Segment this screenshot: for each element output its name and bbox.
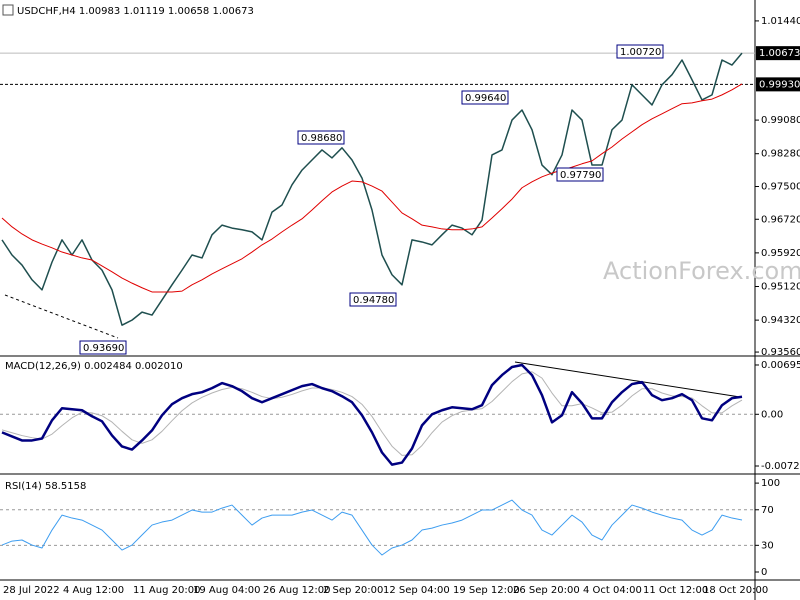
y-tick-label: 0.94320 xyxy=(761,315,800,326)
x-tick-label: 28 Jul 2022 xyxy=(3,585,60,596)
y-tick-label: 100 xyxy=(761,478,780,489)
y-tick-label: 0.96720 xyxy=(761,214,800,225)
x-tick-label: 11 Aug 20:00 xyxy=(133,585,200,596)
x-tick-label: 19 Aug 04:00 xyxy=(193,585,260,596)
series-line xyxy=(1,83,743,293)
y-tick-label: -0.007294 xyxy=(761,461,800,472)
y-tick-label: 0.95120 xyxy=(761,282,800,293)
x-tick-label: 18 Oct 20:00 xyxy=(703,585,768,596)
annotation-box xyxy=(79,340,127,355)
annotation: 0.98680 xyxy=(301,133,342,144)
annotation-box xyxy=(349,292,397,307)
watermark: ActionForex.com xyxy=(603,257,800,285)
series-line xyxy=(1,363,743,466)
x-tick-label: 4 Aug 12:00 xyxy=(63,585,124,596)
price-label-box xyxy=(756,77,800,92)
x-tick-label: 4 Oct 04:00 xyxy=(583,585,642,596)
x-tick-label: 26 Aug 12:00 xyxy=(263,585,330,596)
y-tick-label: 0.95920 xyxy=(761,248,800,259)
y-tick-label: 0.98280 xyxy=(761,149,800,160)
indicator-title: MACD(12,26,9) 0.002484 0.002010 xyxy=(5,361,183,372)
y-tick-label: 1.01440 xyxy=(761,16,800,27)
series-line xyxy=(1,52,743,326)
annotation-box xyxy=(297,130,345,145)
y-tick-label: 0.93560 xyxy=(761,347,800,358)
x-tick-label: 11 Oct 12:00 xyxy=(643,585,708,596)
trend-line xyxy=(4,294,119,339)
annotation-box xyxy=(461,90,509,105)
series-line xyxy=(1,499,743,556)
x-tick-label: 19 Sep 12:00 xyxy=(453,585,520,596)
annotation-box xyxy=(616,44,664,59)
annotation: 0.99640 xyxy=(465,93,506,104)
symbol-icon xyxy=(2,4,14,16)
y-tick-label: 0.00 xyxy=(761,409,783,420)
annotation: 1.00720 xyxy=(620,47,661,58)
indicator-title: RSI(14) 58.5158 xyxy=(5,481,86,492)
chart-title: USDCHF,H4 1.00983 1.01119 1.00658 1.0067… xyxy=(17,6,254,17)
trend-line xyxy=(514,361,741,398)
price-label-box xyxy=(756,46,800,61)
y-tick-label: 0 xyxy=(761,567,767,578)
y-tick-label: 70 xyxy=(761,505,774,516)
y-tick-label: 0.006954 xyxy=(761,360,800,371)
price-label: 1.00673 xyxy=(759,48,800,59)
annotation-box xyxy=(556,167,604,182)
annotation: 0.93690 xyxy=(83,343,124,354)
y-tick-label: 30 xyxy=(761,540,774,551)
annotation: 0.94780 xyxy=(353,295,394,306)
price-label: 0.99930 xyxy=(759,79,800,90)
y-tick-label: 0.99080 xyxy=(761,115,800,126)
x-tick-label: 12 Sep 04:00 xyxy=(383,585,450,596)
y-tick-label: 0.97500 xyxy=(761,181,800,192)
annotation: 0.97790 xyxy=(560,170,601,181)
x-tick-label: 2 Sep 20:00 xyxy=(323,585,383,596)
series-line xyxy=(1,371,743,456)
x-tick-label: 26 Sep 20:00 xyxy=(513,585,580,596)
